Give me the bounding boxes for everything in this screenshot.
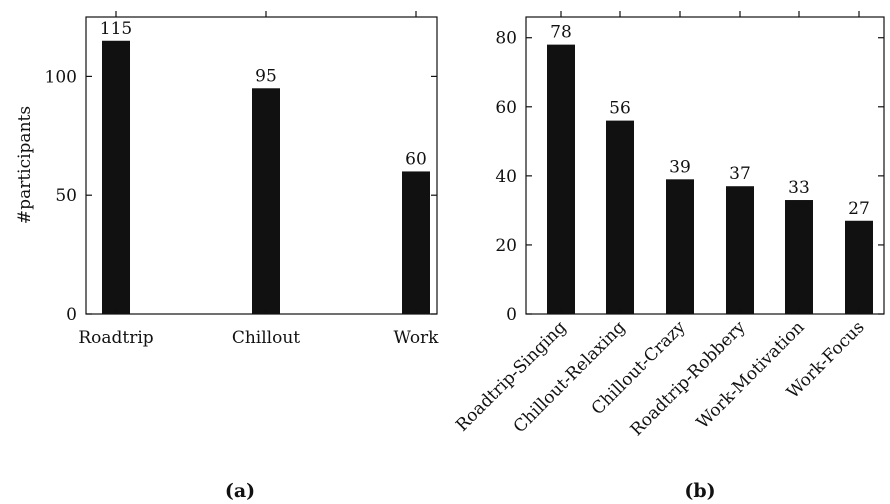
panel-a-ticks: Roadtrip Chillout Work 0 50 100 [45, 11, 440, 348]
panel-a-data-label-1: 95 [255, 66, 277, 86]
panel-a: 115 95 60 Roadtrip Chillout Work 0 50 100 #part… [15, 11, 439, 502]
panel-b-y-tick-label-1: 20 [495, 236, 517, 256]
panel-b-x-tick-label-1: Chillout-Relaxing [510, 317, 630, 437]
panel-b-bar-4 [785, 200, 813, 314]
panel-b-data-label-1: 56 [609, 99, 631, 119]
panel-a-y-tick-label-2: 100 [45, 67, 77, 87]
panel-a-bars: 115 95 60 [100, 19, 430, 314]
panel-b-bar-0 [547, 44, 575, 315]
panel-b-x-tick-label-0: Roadtrip-Singing [452, 317, 570, 435]
panel-b-y-tick-label-3: 60 [495, 98, 517, 118]
panel-a-bar-2 [402, 171, 430, 314]
panel-b-y-tick-label-2: 40 [495, 167, 517, 187]
panel-b-bar-2 [666, 179, 694, 314]
panel-b-bar-5 [845, 220, 873, 314]
panel-b-bar-1 [606, 120, 634, 315]
panel-b-frame [525, 16, 885, 315]
panel-b-data-label-3: 37 [729, 164, 751, 184]
panel-b-data-label-0: 78 [550, 23, 572, 43]
panel-b-bars: 78 56 39 37 33 27 [547, 23, 873, 315]
panel-b-data-label-5: 27 [848, 199, 870, 219]
panel-a-x-tick-label-0: Roadtrip [78, 328, 153, 348]
panel-b: 78 56 39 37 33 27 Roadtrip-SingingChillout-Re… [452, 11, 885, 502]
panel-a-y-tick-label-1: 50 [55, 186, 77, 206]
panel-a-y-tick-label-0: 0 [66, 305, 77, 325]
panel-b-caption: (b) [684, 480, 715, 502]
panel-b-x-tick-label-3: Roadtrip-Robbery [627, 317, 750, 440]
panel-a-x-tick-label-2: Work [394, 328, 440, 348]
panel-a-data-label-2: 60 [405, 149, 427, 169]
panel-a-bar-0 [102, 40, 130, 314]
panel-a-caption: (a) [225, 480, 255, 502]
panel-a-bar-1 [252, 88, 280, 314]
panel-a-data-label-0: 115 [100, 19, 132, 39]
panel-b-y-tick-label-0: 0 [506, 305, 517, 325]
panel-b-bar-3 [726, 186, 754, 314]
panel-b-x-tick-label-4: Work-Motivation [693, 317, 809, 433]
panel-b-data-label-2: 39 [669, 157, 691, 177]
panel-a-x-tick-label-1: Chillout [232, 328, 300, 348]
panel-b-data-label-4: 33 [788, 178, 810, 198]
panel-b-y-tick-label-4: 80 [495, 29, 517, 49]
panel-a-y-axis-label: #participants [15, 106, 35, 224]
